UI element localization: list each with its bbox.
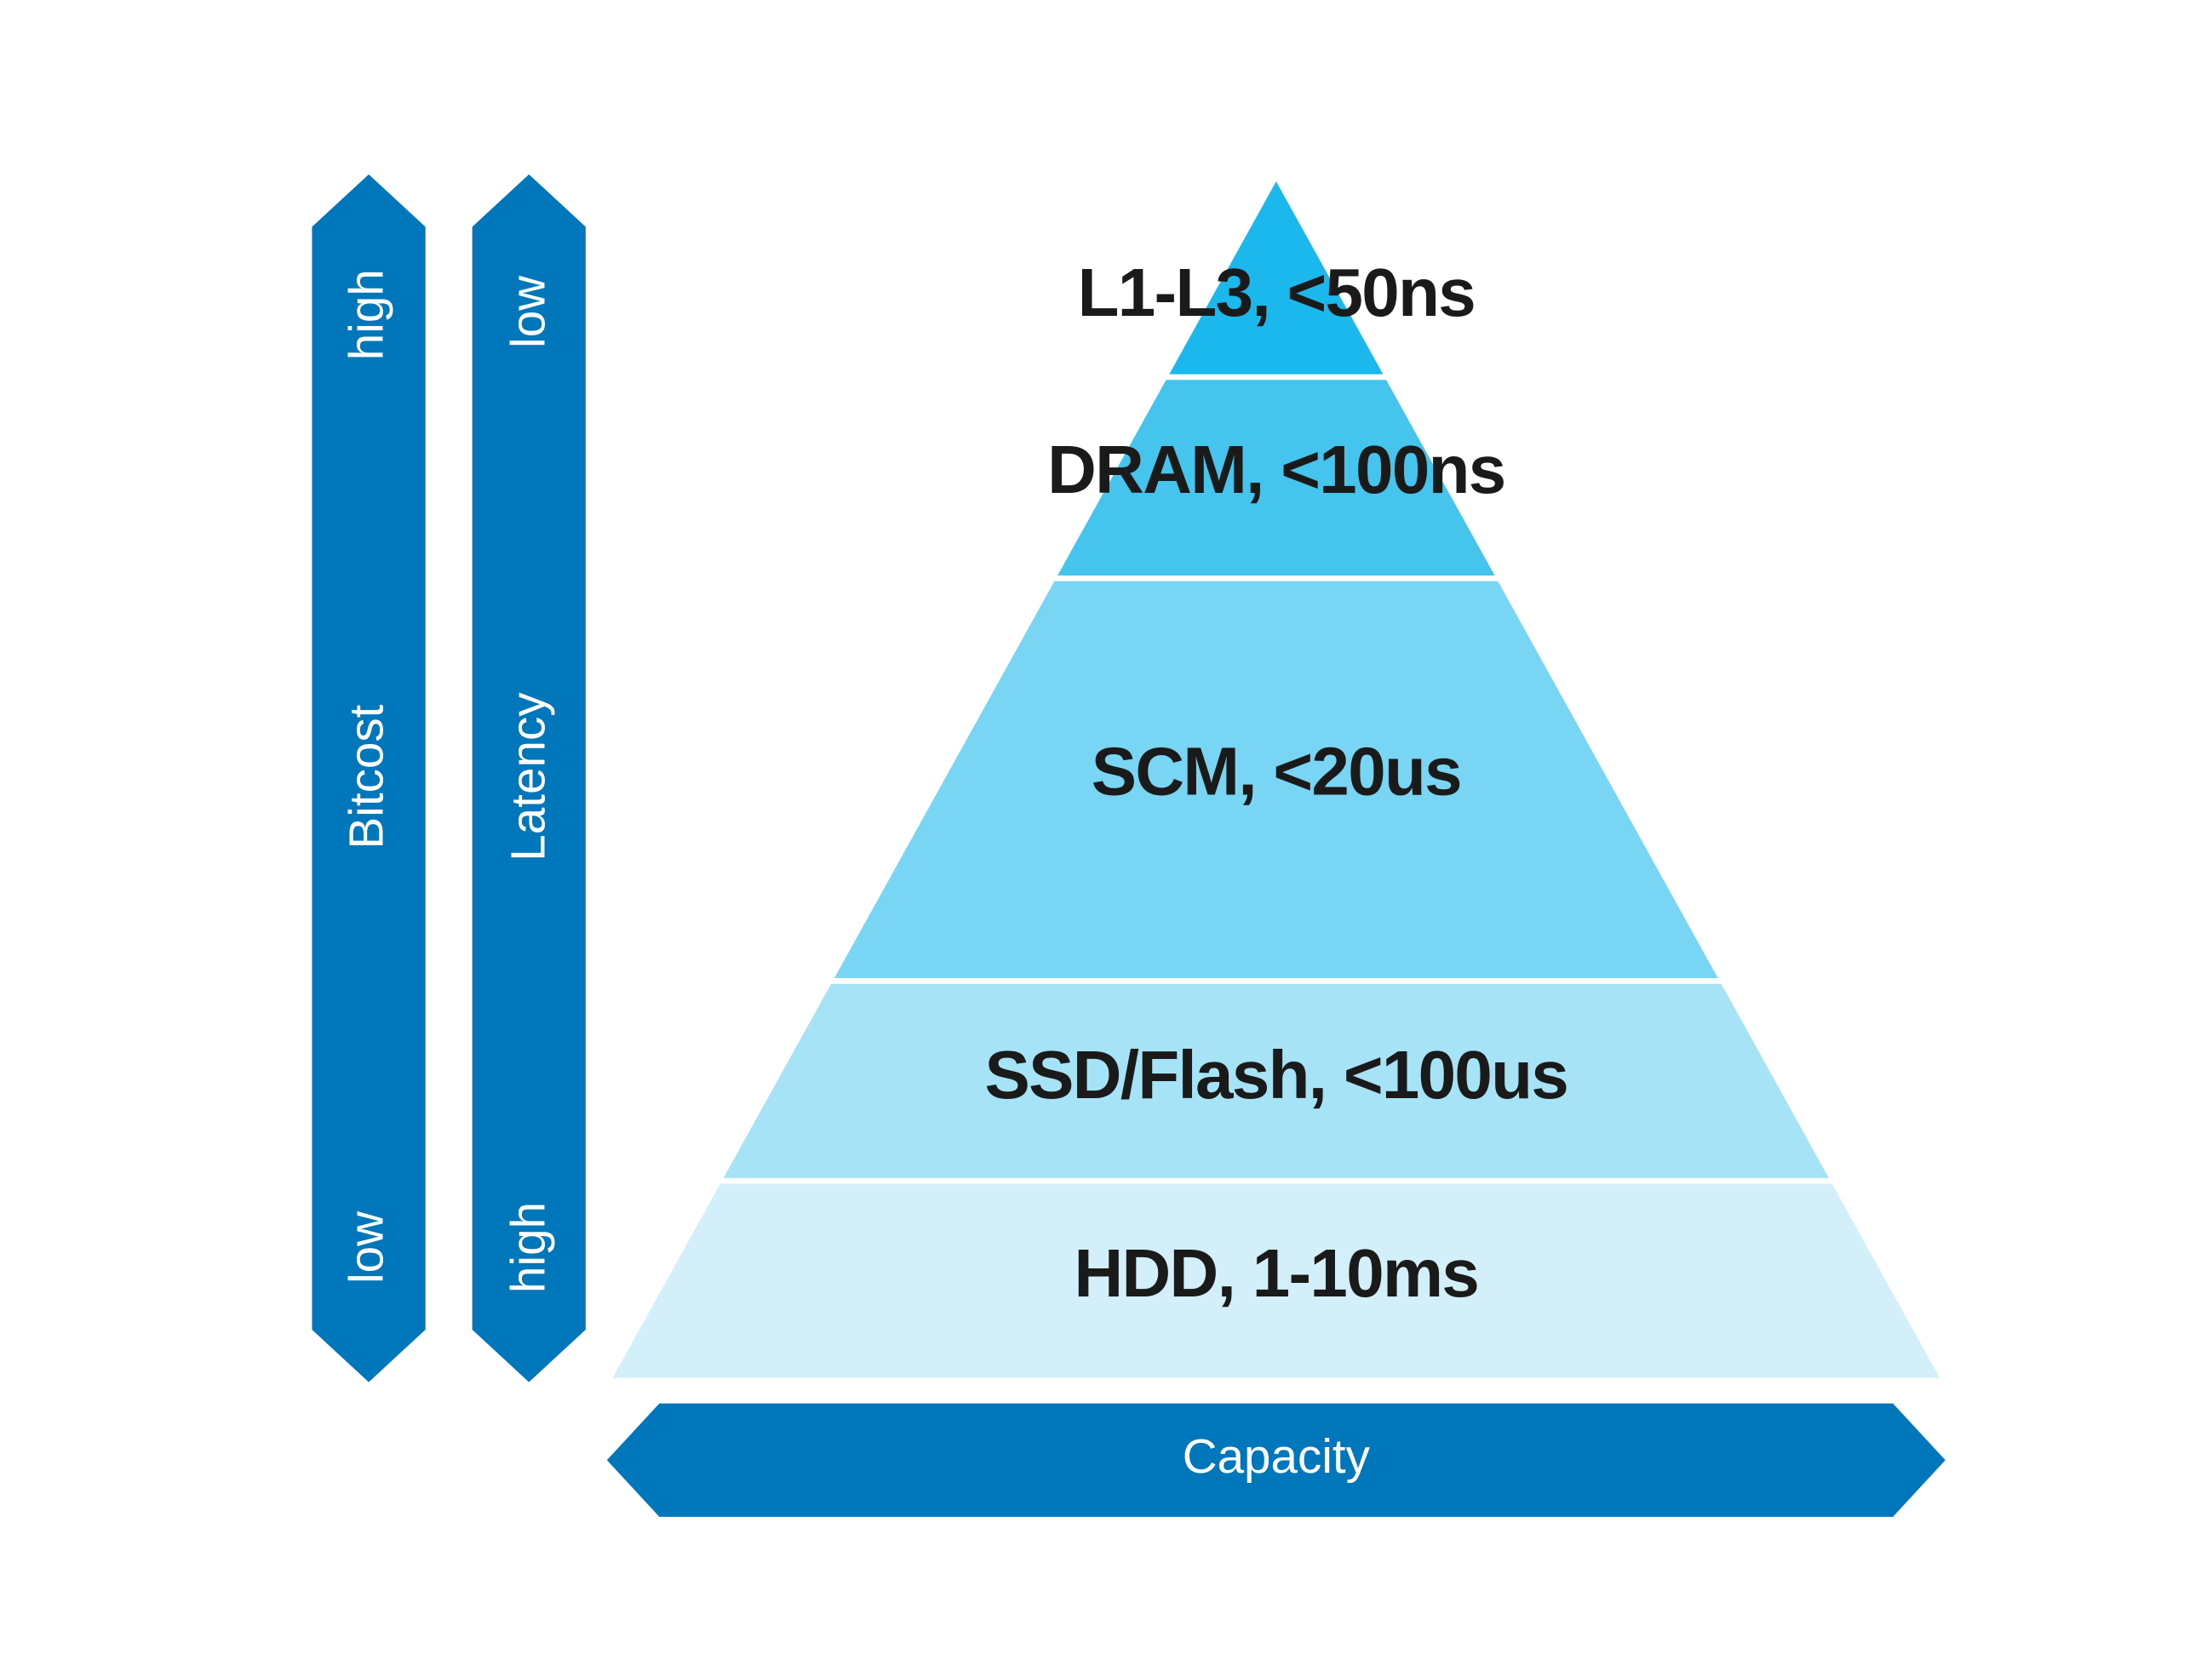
- layer-label: L1-L3, <50ns: [1078, 255, 1475, 330]
- latency-top: low: [501, 275, 555, 348]
- layer-label: DRAM, <100ns: [1047, 432, 1504, 507]
- latency-bottom: high: [501, 1202, 555, 1293]
- pyramid-layer: [834, 581, 1718, 979]
- pyramid-layer: [612, 1183, 1940, 1378]
- layer-label: SSD/Flash, <100us: [984, 1037, 1567, 1113]
- capacity-arrow: [606, 1403, 1946, 1517]
- capacity-label: Capacity: [1183, 1429, 1371, 1483]
- bitcost-bottom: low: [340, 1211, 393, 1284]
- bitcost-label: Bitcost: [340, 704, 393, 849]
- pyramid-layer: [1169, 181, 1384, 375]
- layer-label: SCM, <20us: [1092, 734, 1461, 810]
- pyramid-layer: [723, 983, 1829, 1178]
- bitcost-arrow: [312, 174, 426, 1382]
- bitcost-top: high: [340, 269, 393, 360]
- layer-label: HDD, 1-10ms: [1074, 1235, 1478, 1311]
- latency-arrow: [472, 174, 586, 1382]
- pyramid-layer: [1057, 380, 1495, 576]
- latency-label: Latency: [501, 692, 555, 861]
